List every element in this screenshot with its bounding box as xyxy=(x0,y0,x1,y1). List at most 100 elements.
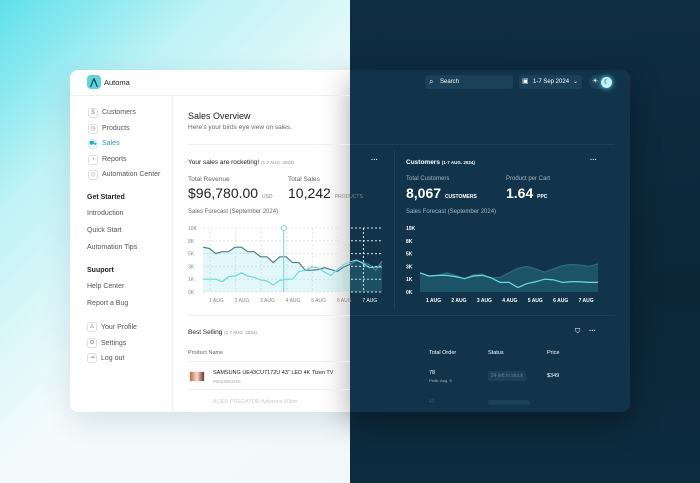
series-line xyxy=(203,259,382,286)
y-tick-label: 8K xyxy=(188,239,195,245)
calendar-icon: ▣ xyxy=(522,78,529,85)
y-tick-label: 10K xyxy=(406,226,416,232)
sales-unit: PRODUCTS xyxy=(334,194,363,200)
hover-marker-dot xyxy=(280,225,287,231)
sidebar-item-automation-tips[interactable]: Automation Tips xyxy=(87,244,138,251)
y-tick-label: 0K xyxy=(406,290,413,296)
y-tick-label: 1K xyxy=(188,277,195,283)
total-customers-value: 8,067 CUSTOMERS xyxy=(406,185,477,201)
revenue-value: $96,780.00 USD xyxy=(188,185,273,201)
x-tick-label: 7 AUG xyxy=(362,298,377,304)
best-selling-title: Best Selling (1-7 AUG. 2024) xyxy=(188,329,257,336)
card-divider xyxy=(394,150,395,310)
sidebar-item-reports[interactable]: Reports xyxy=(102,156,127,163)
sales-card-period: (1-7 AUG. 2024) xyxy=(261,160,294,165)
app-name: Automa xyxy=(104,78,130,87)
y-tick-label: 1K xyxy=(406,277,413,283)
column-total-order: Total Order xyxy=(429,350,457,356)
sidebar-item-report-bug[interactable]: Report a Bug xyxy=(87,300,129,307)
x-tick-label: 6 AUG xyxy=(553,298,568,304)
series-line xyxy=(419,272,598,289)
x-tick-label: 3 AUG xyxy=(477,298,492,304)
search-input[interactable]: ⌕ Search xyxy=(425,75,513,89)
revenue-label: Total Revenue xyxy=(188,176,230,183)
sales-card-title: Your sales are rocketing! (1-7 AUG. 2024… xyxy=(188,159,294,166)
revenue-amount: $96,780.00 xyxy=(188,185,259,201)
best-selling-title-text: Best Selling xyxy=(188,329,223,336)
page-title: Sales Overview xyxy=(188,111,251,121)
divider xyxy=(188,361,350,362)
sidebar-item-sales[interactable]: Sales xyxy=(102,140,120,147)
ppc-unit: PPC xyxy=(537,194,548,200)
y-tick-label: 10K xyxy=(188,226,198,232)
series-area xyxy=(203,247,382,292)
divider xyxy=(188,315,350,316)
settings-icon: ⚙ xyxy=(87,338,97,348)
peak-value: Peak: Aug. 5 xyxy=(429,378,452,383)
sales-card-more-icon[interactable]: ··· xyxy=(371,157,378,164)
date-range-picker[interactable]: ▣ 1-7 Sep 2024 ⌄ xyxy=(519,75,582,89)
series-area xyxy=(420,263,598,292)
customers-forecast-label: Sales Forecast (September 2024) xyxy=(406,209,497,215)
header-divider xyxy=(70,95,350,96)
chevron-down-icon: ⌄ xyxy=(573,78,579,85)
divider xyxy=(350,315,615,316)
moon-icon: ☾ xyxy=(601,76,612,88)
status-badge xyxy=(488,400,530,405)
price-value: $349 xyxy=(547,373,560,379)
x-tick-label: 7 AUG xyxy=(579,298,594,304)
y-tick-label: 3K xyxy=(188,264,195,270)
x-tick-label: 6 AUG xyxy=(337,298,352,304)
x-tick-label: 1 AUG xyxy=(209,298,224,304)
sidebar-item-log-out[interactable]: Log out xyxy=(101,355,125,362)
search-icon: ⌕ xyxy=(429,77,434,86)
sidebar-item-settings[interactable]: Settings xyxy=(101,340,127,347)
sidebar-item-automation-center[interactable]: Automation Center xyxy=(102,171,161,178)
sidebar-item-products[interactable]: Products xyxy=(102,125,130,132)
search-placeholder: Search xyxy=(440,78,460,85)
sidebar-item-help-center[interactable]: Help Center xyxy=(87,283,125,290)
customers-card-title: Customers (1-7 AUG. 2024) xyxy=(406,159,475,166)
sidebar-item-your-profile[interactable]: Your Profile xyxy=(101,324,137,331)
total-order-value: 78 xyxy=(429,370,436,376)
product-name[interactable]: ACER PREDATOR Advance 60km xyxy=(213,399,298,405)
y-tick-label: 3K xyxy=(406,264,413,270)
theme-toggle[interactable]: ☀ ☾ xyxy=(589,75,613,89)
automation-icon: ◇ xyxy=(88,170,98,180)
x-tick-label: 5 AUG xyxy=(311,298,326,304)
sales-amount: 10,242 xyxy=(288,185,331,201)
sidebar-item-introduction[interactable]: Introduction xyxy=(87,210,124,217)
series-line xyxy=(419,263,599,280)
total-order-value: 40 xyxy=(429,399,435,405)
table-more-icon[interactable]: ··· xyxy=(589,328,596,335)
x-tick-label: 5 AUG xyxy=(528,298,543,304)
product-sku: #5023583350 xyxy=(213,379,241,384)
logout-icon: ⇥ xyxy=(87,353,97,363)
x-tick-label: 2 AUG xyxy=(235,298,250,304)
sales-card-title-text: Your sales are rocketing! xyxy=(188,159,260,166)
total-customers-unit: CUSTOMERS xyxy=(444,194,477,200)
sales-value: 10,242 PRODUCTS xyxy=(288,185,363,201)
filter-icon[interactable]: ⛉ xyxy=(575,328,581,335)
automa-logo-icon: ⋀ xyxy=(87,75,101,89)
sun-icon: ☀ xyxy=(592,78,599,85)
x-tick-label: 1 AUG xyxy=(426,298,441,304)
cart-icon: ⛟ xyxy=(88,139,98,149)
divider xyxy=(188,144,350,145)
customers-more-icon[interactable]: ··· xyxy=(590,157,597,164)
sales-forecast-label: Sales Forecast (September 2024) xyxy=(188,209,279,215)
total-customers-amount: 8,067 xyxy=(406,185,442,201)
ppc-value: 1.64 PPC xyxy=(506,185,547,201)
product-name[interactable]: SAMSUNG UE43CU7172U 43" LED 4K Tizen TV xyxy=(213,370,334,376)
x-tick-label: 3 AUG xyxy=(260,298,275,304)
customers-title-text: Customers xyxy=(406,159,440,166)
sales-forecast-chart: 10K 8K 5K 3K 1K 0K 1 AUG 2 AUG 3 AUG 4 AUG 5 AUG 6 … xyxy=(188,225,383,304)
sales-label: Total Sales xyxy=(288,176,320,183)
support-heading: Suuport xyxy=(87,267,114,274)
sidebar-item-quick-start[interactable]: Quick Start xyxy=(87,227,122,234)
sidebar-item-customers[interactable]: Customers xyxy=(102,109,136,116)
x-tick-label: 4 AUG xyxy=(502,298,517,304)
y-tick-label: 5K xyxy=(406,252,413,258)
date-range-value: 1-7 Sep 2024 xyxy=(533,78,570,85)
get-started-heading: Get Started xyxy=(87,194,125,201)
